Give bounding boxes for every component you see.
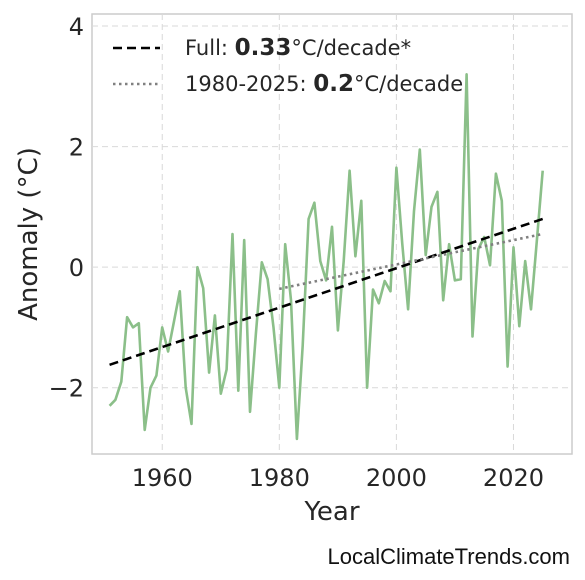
x-tick-label: 2020 <box>483 464 544 492</box>
legend-recent-label: 1980-2025: 0.2°C/decade <box>185 71 463 97</box>
x-tick-label: 2000 <box>366 464 427 492</box>
y-tick-label: 4 <box>69 13 84 41</box>
y-tick-label: −2 <box>49 375 84 403</box>
anomaly-series-line <box>108 73 544 441</box>
full-trend-line <box>109 217 544 367</box>
y-axis-label: Anomaly (°C) <box>14 147 44 321</box>
grid-lines <box>92 14 572 454</box>
y-tick-label: 2 <box>69 134 84 162</box>
x-tick-labels: 1960 1980 2000 2020 <box>132 464 544 492</box>
legend-full-label: Full: 0.33°C/decade* <box>185 35 411 61</box>
legend: Full: 0.33°C/decade* 1980-2025: 0.2°C/dec… <box>113 35 463 97</box>
y-tick-label: 0 <box>69 254 84 282</box>
recent-trend-line <box>279 232 543 291</box>
y-tick-labels: 4 2 0 −2 <box>49 13 84 403</box>
x-tick-label: 1980 <box>249 464 310 492</box>
series-group <box>108 73 544 441</box>
x-tick-label: 1960 <box>132 464 193 492</box>
x-axis-label: Year <box>303 497 359 527</box>
credit-text: LocalClimateTrends.com <box>327 544 571 569</box>
